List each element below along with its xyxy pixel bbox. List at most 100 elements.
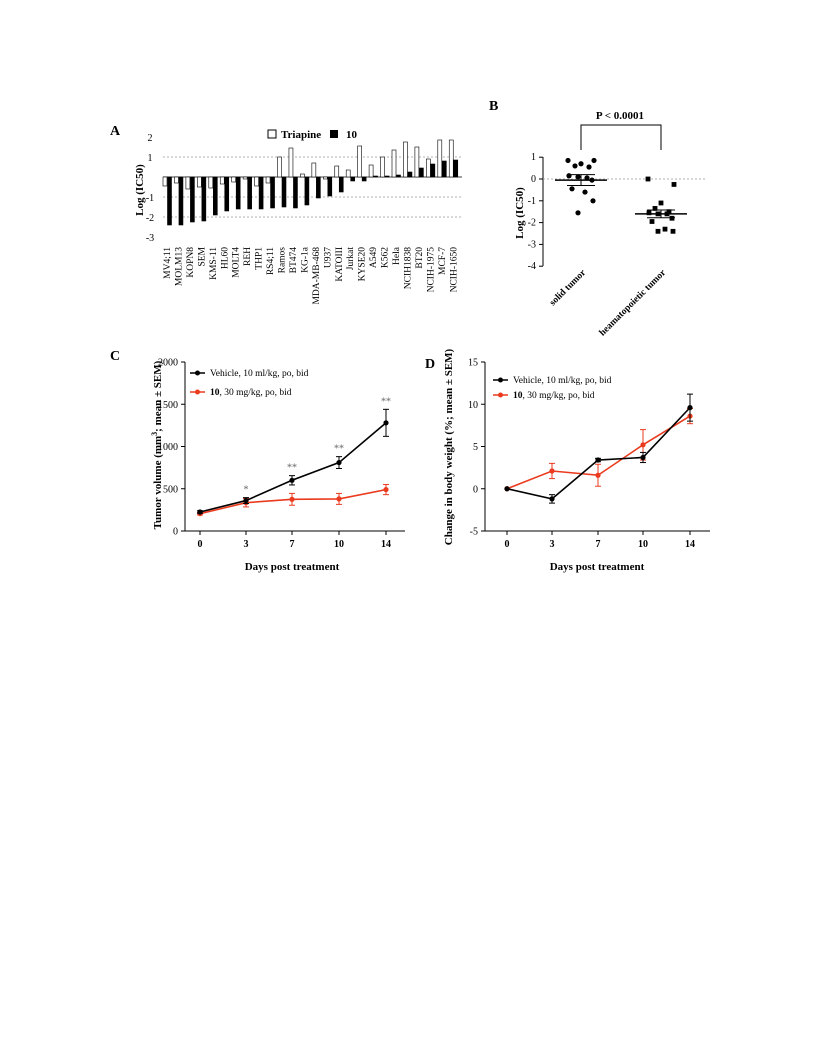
- bar-triapine: [380, 156, 385, 178]
- panel-b-category-solid: solid tumor: [548, 268, 589, 309]
- bar-compound-10: [453, 159, 459, 178]
- category-label: Jurkat: [346, 247, 356, 271]
- bar-compound-10: [407, 171, 413, 178]
- category-label: BT474: [289, 247, 299, 274]
- category-label: KG-1a: [300, 246, 310, 273]
- panel-b-ytick: -4: [528, 261, 536, 272]
- data-point-heamatopoietic-tumor: [658, 200, 664, 206]
- panel-b-points: [555, 157, 687, 234]
- data-point-solid-tumor: [591, 157, 597, 164]
- category-label: MOLT4: [232, 247, 242, 278]
- panel-d-series: [504, 393, 693, 504]
- bar-triapine: [265, 176, 271, 184]
- panel-d-ytick: 5: [473, 442, 478, 453]
- bar-compound-10: [247, 176, 252, 210]
- bar-triapine: [414, 146, 420, 178]
- category-label: HL60: [220, 247, 230, 269]
- data-point-solid-tumor: [575, 210, 581, 216]
- panel-a-y-axis-label: Log (IC50): [134, 164, 146, 216]
- bar-triapine: [174, 176, 179, 184]
- category-label: MOLM13: [174, 247, 184, 286]
- data-point-solid-tumor: [566, 173, 572, 179]
- category-label: KYSE20: [358, 247, 368, 282]
- panel-d-ytick: 0: [473, 484, 478, 495]
- series-marker: [289, 477, 295, 483]
- panel-c-x-axis-label: Days post treatment: [245, 561, 340, 573]
- significance-bracket: [580, 124, 662, 150]
- panel-a-ytick: 1: [148, 153, 153, 164]
- bar-compound-10: [293, 176, 298, 209]
- panel-c-xtick: 10: [334, 539, 344, 550]
- panel-a-ytick: -1: [146, 193, 154, 204]
- panel-a-y-ticks: 2 1 -1 -2 -3: [146, 133, 154, 244]
- data-point-heamatopoietic-tumor: [649, 219, 655, 224]
- panel-a-label: A: [110, 124, 121, 139]
- category-label: RS4;11: [266, 247, 276, 275]
- data-point-solid-tumor: [582, 189, 588, 195]
- category-label: KATOIII: [335, 247, 345, 282]
- panel-d-label: D: [425, 357, 435, 372]
- category-label: KOPN8: [186, 247, 196, 278]
- panel-a-ytick: -2: [146, 213, 154, 224]
- panel-c-significance: *******: [244, 396, 392, 495]
- bar-compound-10: [190, 176, 195, 223]
- panel-d-xtick: 10: [638, 539, 648, 550]
- bar-compound-10: [361, 176, 367, 182]
- category-label: NCIH-1650: [449, 247, 459, 293]
- panel-a-legend: Triapine 10: [267, 129, 358, 141]
- series-marker: [549, 496, 555, 502]
- category-label: MCF-7: [438, 247, 448, 275]
- series-marker: [595, 457, 601, 463]
- bar-triapine: [185, 176, 191, 190]
- panel-c-label: C: [110, 349, 120, 364]
- panel-d-legend: Vehicle, 10 ml/kg, po, bid 10, 30 mg/kg,…: [493, 376, 612, 401]
- bar-compound-10: [224, 176, 230, 212]
- panel-c-legend: Vehicle, 10 ml/kg, po, bid 10, 30 mg/kg,…: [190, 369, 309, 398]
- bar-compound-10: [430, 163, 436, 178]
- panel-d-ytick: 10: [468, 400, 478, 411]
- panel-b-label: B: [489, 99, 498, 114]
- series-marker: [289, 496, 295, 502]
- bar-compound-10: [201, 176, 207, 222]
- data-point-heamatopoietic-tumor: [655, 228, 661, 234]
- legend-label-vehicle: Vehicle, 10 ml/kg, po, bid: [513, 376, 612, 386]
- bar-triapine: [277, 156, 282, 178]
- bar-compound-10: [258, 176, 264, 210]
- panel-c-ytick: 1500: [158, 400, 178, 411]
- bar-compound-10: [441, 160, 447, 178]
- bar-triapine: [219, 176, 225, 185]
- legend-label-compound-10: 10, 30 mg/kg, po, bid: [513, 391, 595, 401]
- legend-marker-vehicle: [498, 377, 503, 383]
- category-label: MDA-MB-468: [312, 247, 322, 305]
- bar-triapine: [345, 169, 351, 178]
- category-label: NCIH1838: [403, 247, 413, 289]
- category-label: K562: [381, 247, 391, 268]
- panel-d-y-ticks: 15 10 5 0 -5: [468, 358, 485, 538]
- bar-triapine: [357, 145, 362, 178]
- panel-d-xtick: 3: [550, 539, 555, 550]
- bar-triapine: [162, 176, 168, 187]
- bar-triapine: [288, 147, 294, 178]
- panel-a-ytick: -3: [146, 233, 154, 244]
- bar-triapine: [208, 176, 214, 189]
- bar-compound-10: [327, 176, 333, 197]
- bar-compound-10: [270, 176, 275, 209]
- data-point-heamatopoietic-tumor: [652, 206, 658, 211]
- category-label: U937: [323, 247, 333, 268]
- bar-compound-10: [213, 176, 218, 216]
- legend-marker-compound-10: [195, 389, 200, 395]
- panel-d-ytick: 15: [468, 358, 478, 369]
- panel-b-ytick: 0: [531, 174, 536, 185]
- bar-compound-10: [373, 175, 378, 178]
- data-point-solid-tumor: [569, 186, 575, 192]
- bar-triapine: [254, 176, 259, 187]
- bar-compound-10: [316, 176, 321, 199]
- significance-marker: **: [381, 396, 391, 407]
- panel-b-ytick: -3: [528, 239, 536, 250]
- series-marker: [640, 454, 646, 461]
- panel-b-ytick: -2: [528, 218, 536, 229]
- category-label: A549: [369, 247, 379, 268]
- bar-compound-10: [384, 175, 390, 178]
- bar-compound-10: [338, 176, 344, 193]
